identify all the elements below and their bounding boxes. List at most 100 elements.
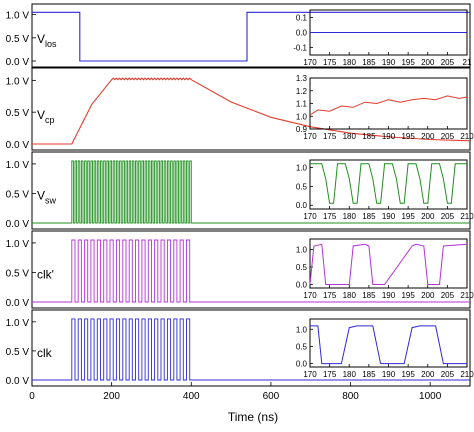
inset-x-tick-label: 170 bbox=[303, 132, 317, 141]
panel-frame bbox=[31, 151, 471, 230]
inset-x-tick-label: 200 bbox=[421, 212, 435, 221]
inset-x-tick-label: 185 bbox=[362, 370, 376, 379]
inset-x-tick-label: 185 bbox=[362, 291, 376, 300]
panel-frame bbox=[31, 309, 471, 387]
inset-x-tick-label: 200 bbox=[421, 291, 435, 300]
series-label: Vsw bbox=[37, 189, 57, 206]
panel-vsw: 1.0 V 0.5 V 0.0 V Vsw 170 175 180 185 190 195 200 2… bbox=[6, 151, 474, 230]
inset-y-tick-label: 1.0 bbox=[296, 325, 308, 334]
inset-x-tick-label: 195 bbox=[401, 370, 415, 379]
inset-vlos: 170 175 180 185 190 195 200 205 21 0.1 0.0 -0.1 bbox=[293, 9, 472, 67]
series-label: Vcp bbox=[37, 108, 55, 125]
x-axis: 0 200 400 600 800 1000 bbox=[29, 382, 442, 402]
series-line bbox=[32, 239, 470, 303]
x-tick-label: 400 bbox=[183, 391, 200, 402]
inset-x-tick-label: 210 bbox=[460, 370, 474, 379]
x-tick-label: 600 bbox=[263, 391, 280, 402]
series-label: clk bbox=[37, 346, 53, 360]
inset-x-tick-label: 200 bbox=[421, 132, 435, 141]
inset-frame bbox=[309, 318, 468, 368]
inset-x-tick-label: 205 bbox=[441, 291, 455, 300]
inset-series-line bbox=[310, 325, 467, 365]
inset-y-tick-label: 0.5 bbox=[296, 342, 308, 351]
inset-x-tick-label: 200 bbox=[421, 370, 435, 379]
inset-x-tick-label: 175 bbox=[323, 58, 337, 67]
inset-y-tick-label: 0.0 bbox=[296, 201, 308, 210]
panel-clk: 1.0 V 0.5 V 0.0 V clk 170 175 180 185 190 195 200 2… bbox=[6, 309, 474, 387]
y-tick-label: 0.5 V bbox=[6, 189, 30, 200]
series-line bbox=[32, 160, 470, 224]
series-label: clk' bbox=[37, 268, 54, 282]
inset-y-tick-label: 0.5 bbox=[296, 182, 308, 191]
inset-clk: 170 175 180 185 190 195 200 205 210 1.0 0.5 0.0 bbox=[296, 318, 474, 379]
series-line bbox=[32, 11, 470, 62]
inset-x-tick-label: 210 bbox=[460, 291, 474, 300]
panel-vcp: 1.0 V 0.5 V 0.0 V Vcp 170 175 180 185 190 195 200 2… bbox=[6, 67, 474, 151]
inset-x-tick-label: 190 bbox=[382, 212, 396, 221]
inset-y-tick-label: 0.1 bbox=[296, 14, 308, 23]
y-tick-label: 1.0 V bbox=[6, 239, 30, 250]
inset-x-tick-label: 195 bbox=[401, 132, 415, 141]
y-tick-label: 1.0 V bbox=[6, 76, 30, 87]
series-label-sub: los bbox=[45, 39, 57, 49]
panel-frame bbox=[31, 67, 471, 151]
y-tick-label: 0.0 V bbox=[6, 298, 30, 309]
inset-x-tick-label: 175 bbox=[323, 291, 337, 300]
inset-y-tick-label: 0.0 bbox=[296, 281, 308, 290]
inset-y-tick-label: 1.2 bbox=[296, 87, 308, 96]
inset-x-tick-label: 180 bbox=[343, 132, 357, 141]
y-tick-label: 0.5 V bbox=[6, 268, 30, 279]
inset-x-tick-label: 190 bbox=[382, 370, 396, 379]
y-tick-label: 0.0 V bbox=[6, 57, 30, 68]
series-label-sub: sw bbox=[45, 196, 57, 206]
x-axis-label: Time (ns) bbox=[228, 410, 278, 424]
inset-y-tick-label: -0.1 bbox=[293, 44, 307, 53]
inset-x-tick-label: 170 bbox=[303, 212, 317, 221]
inset-x-tick-label: 190 bbox=[382, 132, 396, 141]
inset-y-tick-label: 1.3 bbox=[296, 74, 308, 83]
y-tick-label: 0.5 V bbox=[6, 347, 30, 358]
inset-x-tick-label: 175 bbox=[323, 132, 337, 141]
inset-x-tick-label: 205 bbox=[441, 212, 455, 221]
inset-x-tick-label: 170 bbox=[303, 58, 317, 67]
y-tick-label: 0.0 V bbox=[6, 140, 30, 151]
inset-y-tick-label: 0.9 bbox=[296, 125, 308, 134]
y-tick-label: 0.0 V bbox=[6, 376, 30, 387]
inset-x-tick-label: 21 bbox=[463, 58, 472, 67]
inset-y-tick-label: 1.0 bbox=[296, 164, 308, 173]
inset-y-tick-label: 1.0 bbox=[296, 112, 308, 121]
inset-series-line bbox=[310, 163, 467, 204]
inset-y-tick-label: 0.0 bbox=[296, 29, 308, 38]
inset-frame bbox=[309, 77, 468, 130]
y-tick-label: 0.0 V bbox=[6, 219, 30, 230]
inset-x-tick-label: 195 bbox=[401, 58, 415, 67]
y-tick-label: 1.0 V bbox=[6, 318, 30, 329]
panel-vlos: 1.0 V 0.5 V 0.0 V Vlos 170 175 180 185 190 195 200… bbox=[6, 3, 472, 68]
inset-x-tick-label: 175 bbox=[323, 370, 337, 379]
inset-x-tick-label: 205 bbox=[441, 132, 455, 141]
inset-series-line bbox=[309, 95, 468, 116]
series-line bbox=[32, 318, 470, 381]
inset-series-line bbox=[309, 243, 468, 285]
inset-x-tick-label: 190 bbox=[382, 291, 396, 300]
y-tick-label: 0.5 V bbox=[6, 108, 30, 119]
series-label-sub: cp bbox=[45, 115, 55, 125]
inset-x-tick-label: 205 bbox=[441, 370, 455, 379]
inset-x-tick-label: 180 bbox=[343, 58, 357, 67]
inset-x-tick-label: 170 bbox=[303, 291, 317, 300]
inset-y-tick-label: 0.0 bbox=[296, 360, 308, 369]
inset-x-tick-label: 210 bbox=[460, 212, 474, 221]
y-tick-label: 1.0 V bbox=[6, 11, 30, 22]
inset-x-tick-label: 185 bbox=[362, 132, 376, 141]
x-tick-label: 200 bbox=[103, 391, 120, 402]
x-tick-label: 1000 bbox=[419, 391, 442, 402]
panels-layer: 1.0 V 0.5 V 0.0 V Vlos 170 175 180 185 190 195 200… bbox=[6, 3, 474, 387]
x-tick-label: 800 bbox=[342, 391, 359, 402]
panel-frame bbox=[31, 230, 471, 309]
inset-x-tick-label: 170 bbox=[303, 370, 317, 379]
inset-clkp: 170 175 180 185 190 195 200 205 210 1.0 0.5 0.0 bbox=[296, 238, 474, 300]
series-line bbox=[32, 77, 471, 145]
inset-vsw: 170 175 180 185 190 195 200 205 210 1.0 0.5 0.0 bbox=[296, 159, 474, 221]
